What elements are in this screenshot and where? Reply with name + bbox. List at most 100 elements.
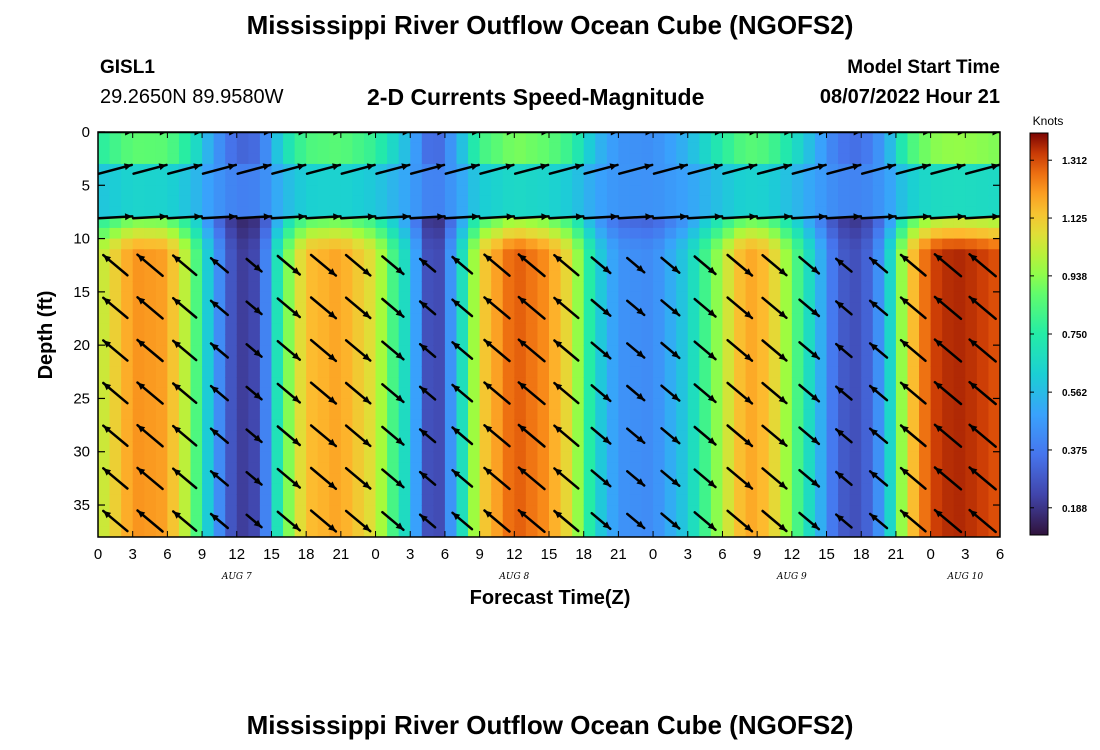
heatmap-cell — [236, 238, 249, 250]
heatmap-cell — [965, 494, 978, 506]
current-arrow — [968, 338, 997, 363]
heatmap-cell — [236, 345, 249, 357]
arrow-head — [103, 340, 112, 348]
heatmap-cell — [283, 526, 296, 537]
heatmap-cell — [595, 195, 608, 208]
heatmap-cell — [410, 217, 423, 229]
arrow-head — [870, 471, 878, 479]
heatmap-cell — [306, 451, 319, 463]
heatmap-cell — [572, 142, 585, 154]
heatmap-cell — [340, 227, 354, 240]
heatmap-cell — [629, 409, 643, 421]
heatmap-cell — [768, 313, 781, 325]
heatmap-cell — [502, 419, 515, 432]
current-arrow — [235, 132, 273, 136]
heatmap-cell — [456, 132, 469, 144]
heatmap-cell — [919, 505, 932, 517]
heatmap-cell — [653, 526, 666, 537]
current-arrow — [790, 132, 828, 136]
current-arrow — [344, 381, 372, 405]
current-arrow — [451, 511, 474, 531]
heatmap-cell — [514, 185, 527, 197]
heatmap-cell — [306, 270, 319, 282]
heatmap-cell — [398, 142, 411, 154]
heatmap-cell — [259, 142, 273, 154]
current-arrow — [686, 213, 724, 221]
heatmap-cell — [618, 174, 631, 186]
heatmap-cell — [583, 163, 596, 176]
current-arrow — [899, 253, 927, 277]
heatmap-cell — [491, 505, 504, 517]
heatmap-cell — [976, 451, 990, 463]
arrow-head — [901, 468, 909, 476]
heatmap-cell — [884, 387, 897, 400]
heatmap-cell — [398, 483, 411, 495]
heatmap-cell — [653, 206, 666, 218]
heatmap-cell — [930, 473, 943, 485]
heatmap-cell — [699, 323, 712, 336]
heatmap-cell — [456, 451, 469, 463]
heatmap-cell — [884, 345, 897, 357]
heatmap-cell — [768, 195, 781, 208]
heatmap-cell — [456, 195, 469, 208]
heatmap-cell — [861, 345, 874, 357]
heatmap-cell — [375, 409, 388, 421]
heatmap-cell — [884, 174, 897, 186]
heatmap-cell — [306, 174, 319, 186]
heatmap-cell — [895, 483, 909, 495]
heatmap-cell — [537, 132, 550, 144]
current-arrow — [136, 296, 164, 320]
arrow-head — [328, 438, 336, 447]
heatmap-cell — [468, 419, 481, 432]
heatmap-cell — [745, 473, 758, 485]
heatmap-cell — [549, 195, 562, 208]
heatmap-cell — [583, 366, 596, 378]
heatmap-cell — [768, 270, 781, 282]
heatmap-cell — [745, 515, 758, 527]
heatmap-cell — [549, 398, 562, 410]
heatmap-cell — [190, 515, 203, 527]
heatmap-cell — [861, 185, 874, 197]
heatmap-cell — [722, 355, 735, 368]
heatmap-cell — [826, 302, 839, 314]
heatmap-cell — [838, 132, 851, 144]
arrow-head — [452, 470, 461, 478]
heatmap-cell — [444, 505, 458, 517]
arrow-head — [125, 132, 133, 136]
day-label: AUG 7 — [221, 572, 252, 582]
heatmap-cell — [225, 302, 238, 314]
current-arrow — [209, 384, 230, 402]
heatmap-cell — [872, 451, 885, 463]
heatmap-cell — [780, 195, 793, 208]
heatmap-cell — [329, 334, 342, 346]
arrow-head — [934, 382, 943, 390]
heatmap-cell — [525, 462, 539, 474]
heatmap-cell — [653, 227, 666, 240]
heatmap-cell — [606, 217, 619, 229]
heatmap-cell — [155, 217, 168, 229]
heatmap-cell — [606, 174, 619, 186]
heatmap-cell — [595, 526, 608, 537]
heatmap-cell — [791, 174, 805, 186]
heatmap-cell — [895, 259, 909, 272]
heatmap-cell — [375, 291, 388, 304]
heatmap-cell — [317, 355, 330, 368]
heatmap-cell — [468, 409, 481, 421]
heatmap-cell — [872, 185, 885, 197]
heatmap-cell — [618, 409, 631, 421]
heatmap-cell — [421, 398, 434, 410]
heatmap-cell — [895, 473, 909, 485]
heatmap-cell — [375, 515, 388, 527]
heatmap-cell — [259, 409, 273, 421]
heatmap-cell — [849, 526, 862, 537]
heatmap-cell — [930, 387, 943, 400]
heatmap-cell — [410, 238, 423, 250]
heatmap-cell — [734, 174, 747, 186]
heatmap-cell — [930, 281, 943, 293]
heatmap-cell — [317, 323, 330, 336]
heatmap-cell — [202, 494, 215, 506]
heatmap-cell — [294, 462, 307, 474]
heatmap-cell — [375, 238, 388, 250]
heatmap-cell — [791, 323, 805, 336]
heatmap-cell — [595, 153, 608, 165]
